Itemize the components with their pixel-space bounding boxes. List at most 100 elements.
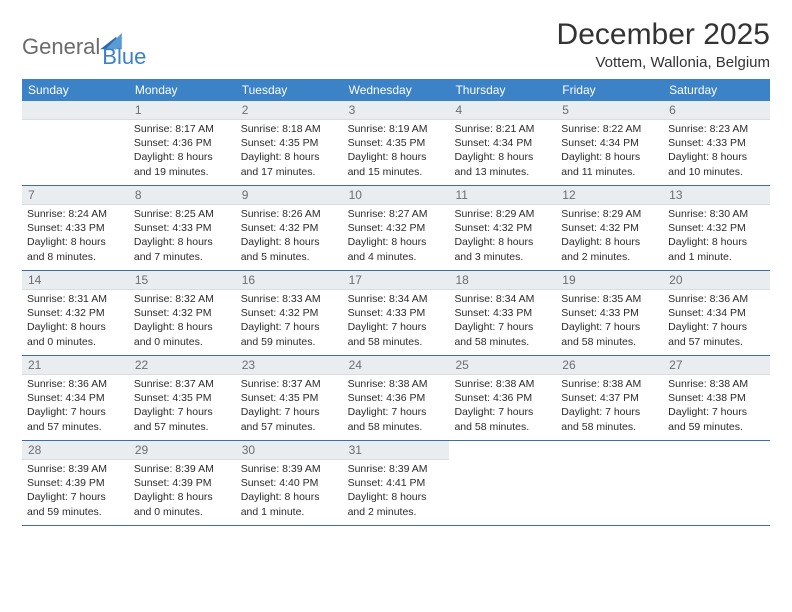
day-details: Sunrise: 8:31 AMSunset: 4:32 PMDaylight:… xyxy=(22,290,129,355)
day-details: Sunrise: 8:21 AMSunset: 4:34 PMDaylight:… xyxy=(449,120,556,185)
empty-cell xyxy=(449,441,556,525)
day-number: 9 xyxy=(236,186,343,205)
day-number: 29 xyxy=(129,441,236,460)
day-details: Sunrise: 8:25 AMSunset: 4:33 PMDaylight:… xyxy=(129,205,236,270)
day-number: 28 xyxy=(22,441,129,460)
day-cell-31: 31Sunrise: 8:39 AMSunset: 4:41 PMDayligh… xyxy=(343,441,450,525)
day-details: Sunrise: 8:29 AMSunset: 4:32 PMDaylight:… xyxy=(449,205,556,270)
day-details: Sunrise: 8:24 AMSunset: 4:33 PMDaylight:… xyxy=(22,205,129,270)
day-number: 26 xyxy=(556,356,663,375)
empty-cell xyxy=(663,441,770,525)
day-details: Sunrise: 8:38 AMSunset: 4:38 PMDaylight:… xyxy=(663,375,770,440)
day-details: Sunrise: 8:27 AMSunset: 4:32 PMDaylight:… xyxy=(343,205,450,270)
day-cell-3: 3Sunrise: 8:19 AMSunset: 4:35 PMDaylight… xyxy=(343,101,450,185)
logo-text-1: General xyxy=(22,34,100,60)
location-label: Vottem, Wallonia, Belgium xyxy=(557,54,770,71)
day-details: Sunrise: 8:38 AMSunset: 4:36 PMDaylight:… xyxy=(343,375,450,440)
day-details: Sunrise: 8:26 AMSunset: 4:32 PMDaylight:… xyxy=(236,205,343,270)
day-number: 7 xyxy=(22,186,129,205)
day-details: Sunrise: 8:17 AMSunset: 4:36 PMDaylight:… xyxy=(129,120,236,185)
day-number: 17 xyxy=(343,271,450,290)
day-number: 3 xyxy=(343,101,450,120)
day-number: 16 xyxy=(236,271,343,290)
month-title: December 2025 xyxy=(557,18,770,52)
day-details: Sunrise: 8:19 AMSunset: 4:35 PMDaylight:… xyxy=(343,120,450,185)
weekday-thursday: Thursday xyxy=(449,79,556,101)
weekday-saturday: Saturday xyxy=(663,79,770,101)
day-cell-6: 6Sunrise: 8:23 AMSunset: 4:33 PMDaylight… xyxy=(663,101,770,185)
day-details: Sunrise: 8:36 AMSunset: 4:34 PMDaylight:… xyxy=(663,290,770,355)
day-cell-20: 20Sunrise: 8:36 AMSunset: 4:34 PMDayligh… xyxy=(663,271,770,355)
day-cell-10: 10Sunrise: 8:27 AMSunset: 4:32 PMDayligh… xyxy=(343,186,450,270)
weekday-header-row: SundayMondayTuesdayWednesdayThursdayFrid… xyxy=(22,79,770,101)
day-cell-29: 29Sunrise: 8:39 AMSunset: 4:39 PMDayligh… xyxy=(129,441,236,525)
day-details: Sunrise: 8:32 AMSunset: 4:32 PMDaylight:… xyxy=(129,290,236,355)
day-number: 2 xyxy=(236,101,343,120)
week-row: 21Sunrise: 8:36 AMSunset: 4:34 PMDayligh… xyxy=(22,356,770,441)
day-cell-30: 30Sunrise: 8:39 AMSunset: 4:40 PMDayligh… xyxy=(236,441,343,525)
day-cell-23: 23Sunrise: 8:37 AMSunset: 4:35 PMDayligh… xyxy=(236,356,343,440)
day-details: Sunrise: 8:18 AMSunset: 4:35 PMDaylight:… xyxy=(236,120,343,185)
day-number: 22 xyxy=(129,356,236,375)
day-number: 18 xyxy=(449,271,556,290)
day-cell-24: 24Sunrise: 8:38 AMSunset: 4:36 PMDayligh… xyxy=(343,356,450,440)
day-cell-2: 2Sunrise: 8:18 AMSunset: 4:35 PMDaylight… xyxy=(236,101,343,185)
daynum-bar-empty xyxy=(22,101,129,120)
day-cell-21: 21Sunrise: 8:36 AMSunset: 4:34 PMDayligh… xyxy=(22,356,129,440)
week-row: 7Sunrise: 8:24 AMSunset: 4:33 PMDaylight… xyxy=(22,186,770,271)
day-details: Sunrise: 8:30 AMSunset: 4:32 PMDaylight:… xyxy=(663,205,770,270)
day-number: 15 xyxy=(129,271,236,290)
day-cell-18: 18Sunrise: 8:34 AMSunset: 4:33 PMDayligh… xyxy=(449,271,556,355)
day-details: Sunrise: 8:38 AMSunset: 4:36 PMDaylight:… xyxy=(449,375,556,440)
week-row: 1Sunrise: 8:17 AMSunset: 4:36 PMDaylight… xyxy=(22,101,770,186)
day-cell-25: 25Sunrise: 8:38 AMSunset: 4:36 PMDayligh… xyxy=(449,356,556,440)
day-number: 12 xyxy=(556,186,663,205)
day-cell-13: 13Sunrise: 8:30 AMSunset: 4:32 PMDayligh… xyxy=(663,186,770,270)
day-number: 27 xyxy=(663,356,770,375)
title-block: December 2025 Vottem, Wallonia, Belgium xyxy=(557,18,770,71)
header: General Blue December 2025 Vottem, Wallo… xyxy=(22,18,770,71)
weekday-friday: Friday xyxy=(556,79,663,101)
weekday-monday: Monday xyxy=(129,79,236,101)
day-details: Sunrise: 8:37 AMSunset: 4:35 PMDaylight:… xyxy=(236,375,343,440)
day-number: 13 xyxy=(663,186,770,205)
day-number: 5 xyxy=(556,101,663,120)
logo-text-2: Blue xyxy=(102,44,146,70)
day-details: Sunrise: 8:23 AMSunset: 4:33 PMDaylight:… xyxy=(663,120,770,185)
empty-cell xyxy=(556,441,663,525)
logo: General Blue xyxy=(22,18,146,70)
day-number: 21 xyxy=(22,356,129,375)
day-number: 20 xyxy=(663,271,770,290)
day-details: Sunrise: 8:37 AMSunset: 4:35 PMDaylight:… xyxy=(129,375,236,440)
day-details: Sunrise: 8:22 AMSunset: 4:34 PMDaylight:… xyxy=(556,120,663,185)
day-cell-8: 8Sunrise: 8:25 AMSunset: 4:33 PMDaylight… xyxy=(129,186,236,270)
day-number: 24 xyxy=(343,356,450,375)
day-cell-5: 5Sunrise: 8:22 AMSunset: 4:34 PMDaylight… xyxy=(556,101,663,185)
day-number: 4 xyxy=(449,101,556,120)
weekday-wednesday: Wednesday xyxy=(343,79,450,101)
day-details: Sunrise: 8:33 AMSunset: 4:32 PMDaylight:… xyxy=(236,290,343,355)
day-details: Sunrise: 8:35 AMSunset: 4:33 PMDaylight:… xyxy=(556,290,663,355)
day-number: 8 xyxy=(129,186,236,205)
day-number: 19 xyxy=(556,271,663,290)
day-cell-14: 14Sunrise: 8:31 AMSunset: 4:32 PMDayligh… xyxy=(22,271,129,355)
day-details: Sunrise: 8:36 AMSunset: 4:34 PMDaylight:… xyxy=(22,375,129,440)
day-cell-22: 22Sunrise: 8:37 AMSunset: 4:35 PMDayligh… xyxy=(129,356,236,440)
calendar: SundayMondayTuesdayWednesdayThursdayFrid… xyxy=(22,79,770,526)
weekday-tuesday: Tuesday xyxy=(236,79,343,101)
weekday-sunday: Sunday xyxy=(22,79,129,101)
day-details: Sunrise: 8:39 AMSunset: 4:40 PMDaylight:… xyxy=(236,460,343,525)
day-details: Sunrise: 8:39 AMSunset: 4:39 PMDaylight:… xyxy=(129,460,236,525)
day-details: Sunrise: 8:29 AMSunset: 4:32 PMDaylight:… xyxy=(556,205,663,270)
day-details: Sunrise: 8:34 AMSunset: 4:33 PMDaylight:… xyxy=(449,290,556,355)
day-cell-26: 26Sunrise: 8:38 AMSunset: 4:37 PMDayligh… xyxy=(556,356,663,440)
day-cell-28: 28Sunrise: 8:39 AMSunset: 4:39 PMDayligh… xyxy=(22,441,129,525)
day-number: 10 xyxy=(343,186,450,205)
day-number: 6 xyxy=(663,101,770,120)
day-cell-1: 1Sunrise: 8:17 AMSunset: 4:36 PMDaylight… xyxy=(129,101,236,185)
empty-cell xyxy=(22,101,129,185)
day-number: 30 xyxy=(236,441,343,460)
week-row: 28Sunrise: 8:39 AMSunset: 4:39 PMDayligh… xyxy=(22,441,770,526)
day-details: Sunrise: 8:39 AMSunset: 4:39 PMDaylight:… xyxy=(22,460,129,525)
day-cell-16: 16Sunrise: 8:33 AMSunset: 4:32 PMDayligh… xyxy=(236,271,343,355)
